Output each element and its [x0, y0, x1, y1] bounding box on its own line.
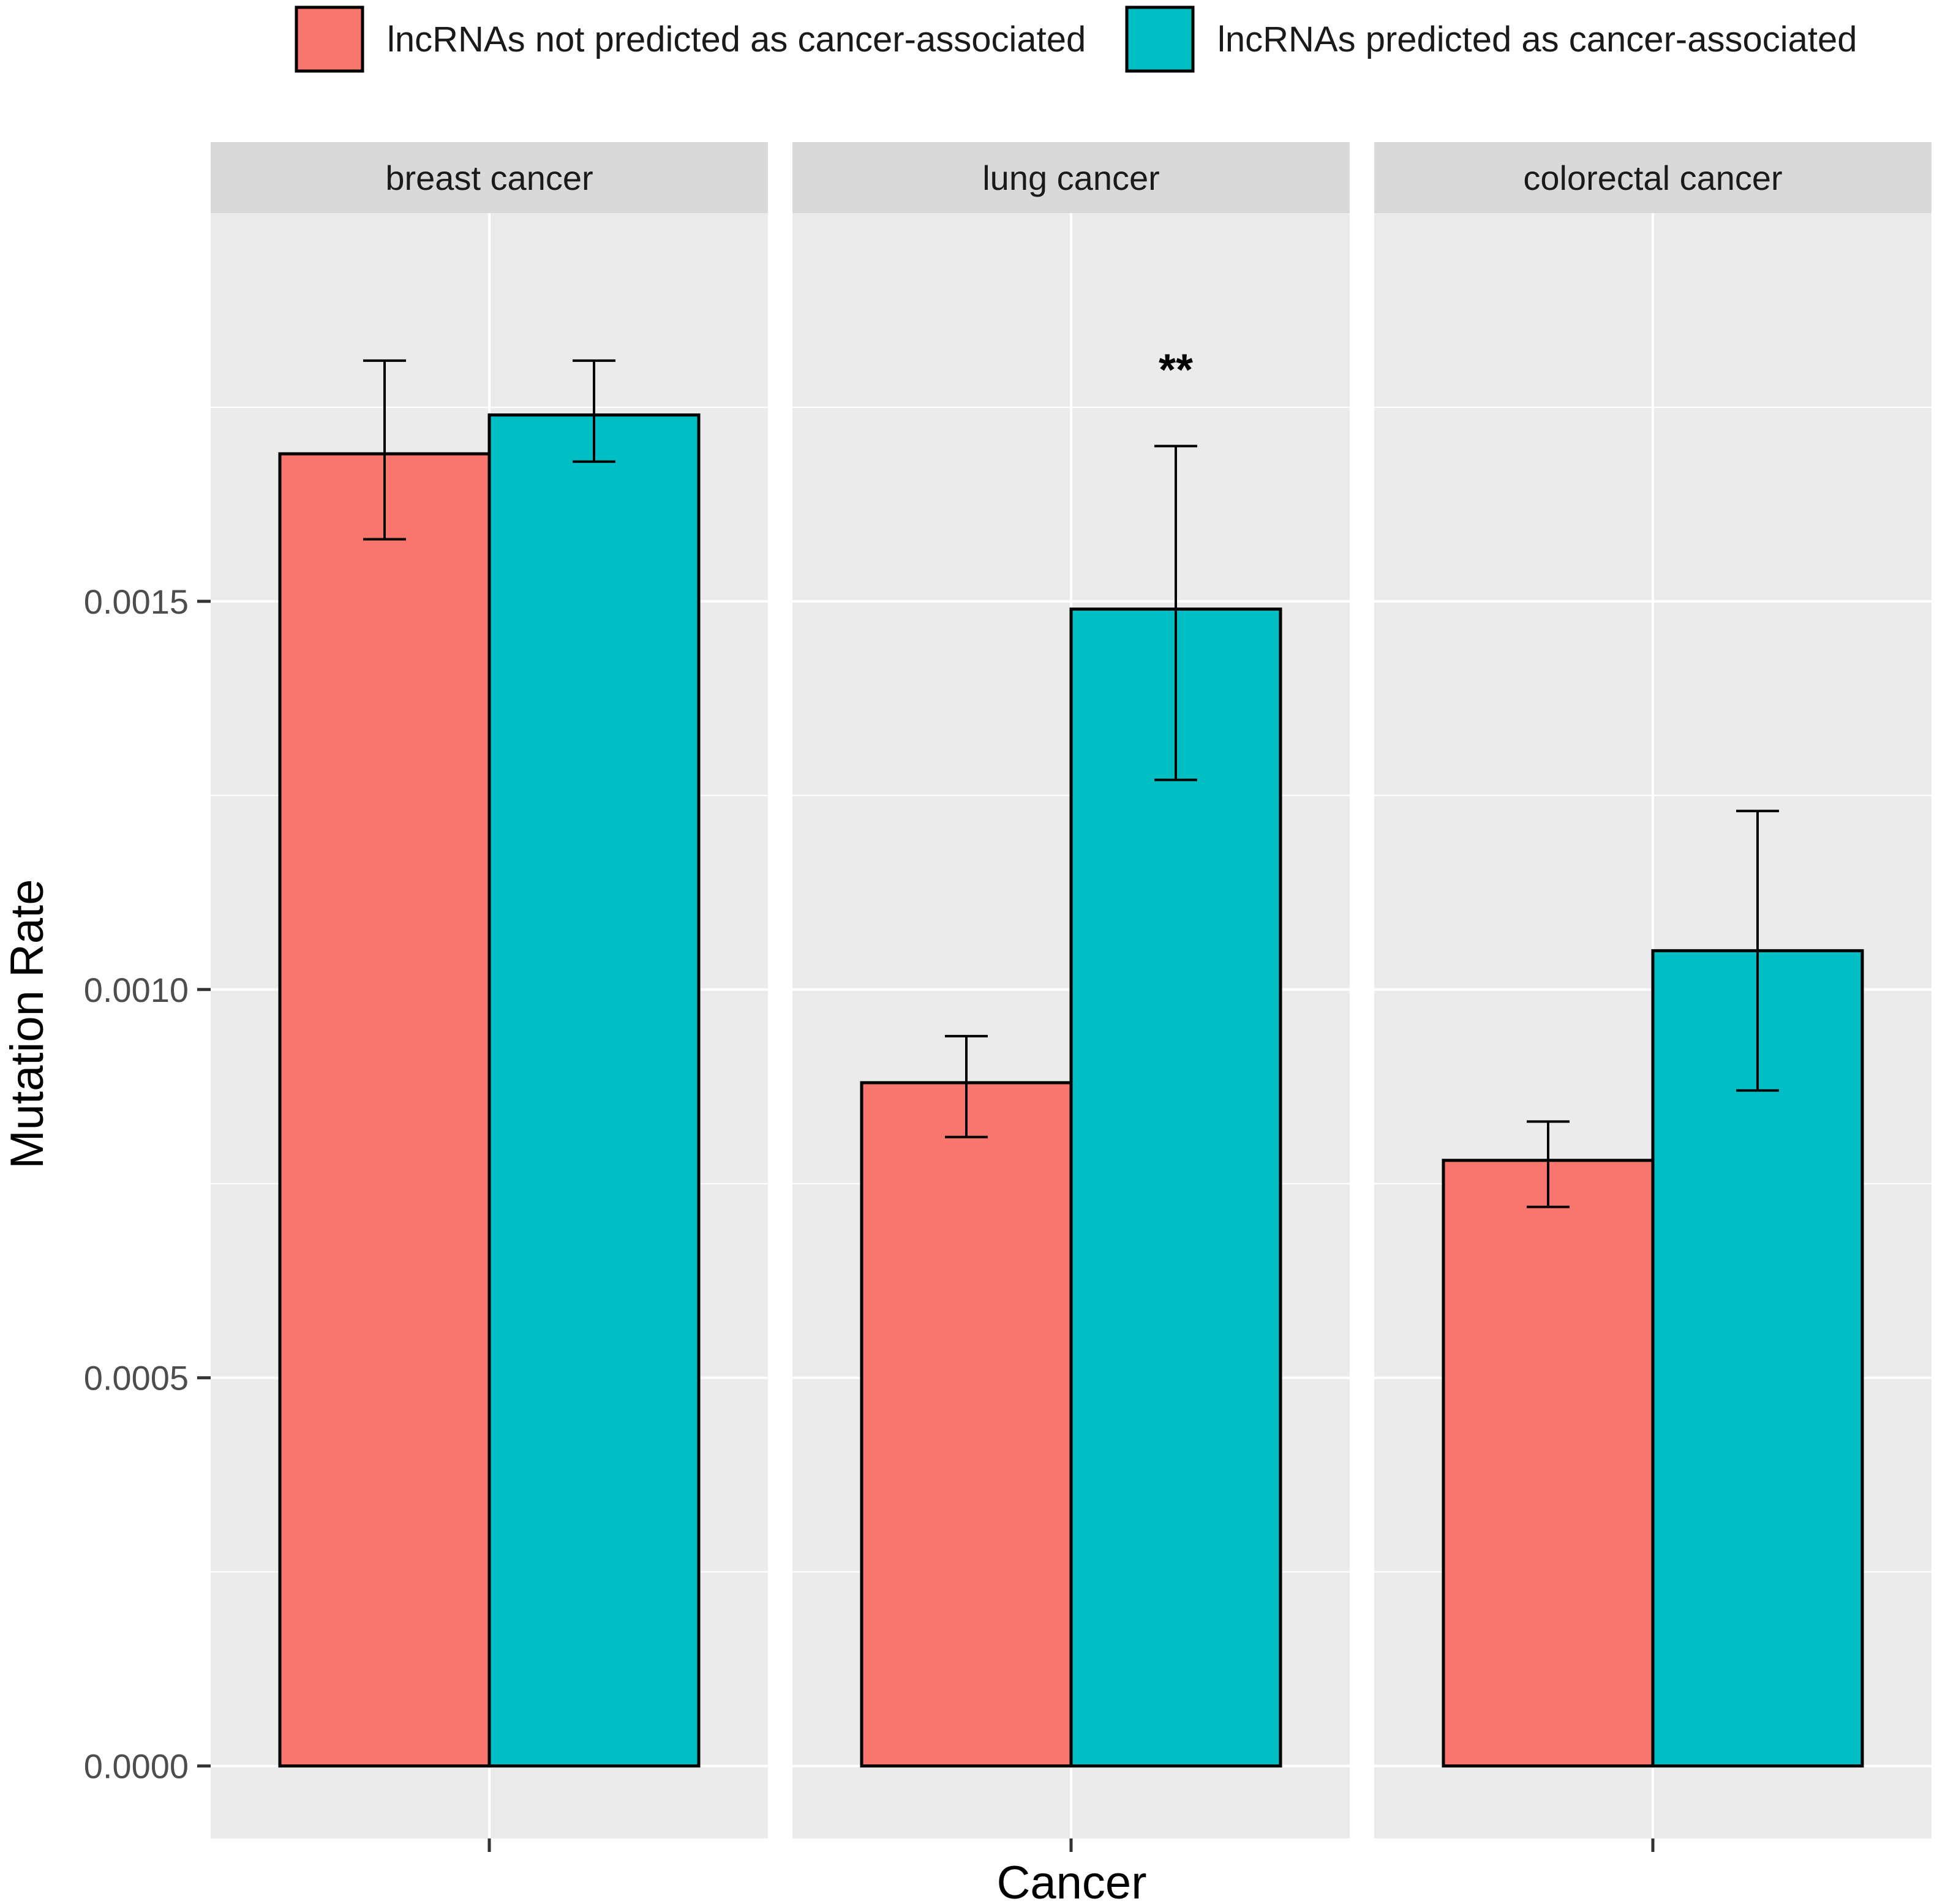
bar-not-predicted [1442, 1159, 1655, 1768]
y-tick-label: 0.0000 [84, 1747, 189, 1786]
strip-background [792, 142, 1350, 213]
legend-label-predicted: lncRNAs predicted as cancer-associated [1217, 20, 1857, 59]
bar-predicted [487, 413, 701, 1768]
significance-annotation: ** [1159, 345, 1193, 394]
y-axis: 0.0000 0.0005 0.0010 0.0015 [84, 582, 211, 1786]
error-bar [1736, 810, 1779, 1092]
strip-label: lung cancer [982, 159, 1160, 197]
y-tick-label: 0.0010 [84, 971, 189, 1009]
panel-colorectal-cancer: colorectal cancer [1374, 142, 1931, 1838]
legend-key-not-predicted [295, 6, 364, 73]
bar-not-predicted [278, 452, 491, 1768]
error-bar [1527, 1120, 1570, 1208]
strip-label: colorectal cancer [1523, 159, 1782, 197]
strip-background [1374, 142, 1931, 213]
legend-label-not-predicted: lncRNAs not predicted as cancer-associat… [387, 20, 1086, 59]
error-bar [1154, 445, 1197, 781]
y-axis-title: Mutation Rate [1, 879, 53, 1168]
bar-predicted [1069, 608, 1282, 1768]
bar-not-predicted [860, 1081, 1073, 1768]
strip-background [211, 142, 768, 213]
panel-lung-cancer: lung cancer ** [792, 142, 1350, 1838]
error-bar [573, 359, 615, 463]
y-tick-label: 0.0015 [84, 582, 189, 621]
panel-breast-cancer: breast cancer [211, 142, 768, 1838]
x-axis [487, 1838, 1655, 1852]
legend-key-predicted [1125, 6, 1195, 73]
strip-label: breast cancer [385, 159, 593, 197]
error-bar [945, 1034, 988, 1138]
facet-panels: breast cancer lung cancer ** colorectal can… [211, 142, 1931, 1838]
x-axis-title: Cancer [997, 1857, 1147, 1904]
error-bar [363, 359, 406, 541]
y-tick-label: 0.0005 [84, 1359, 189, 1398]
legend: lncRNAs not predicted as cancer-associat… [295, 6, 1857, 73]
